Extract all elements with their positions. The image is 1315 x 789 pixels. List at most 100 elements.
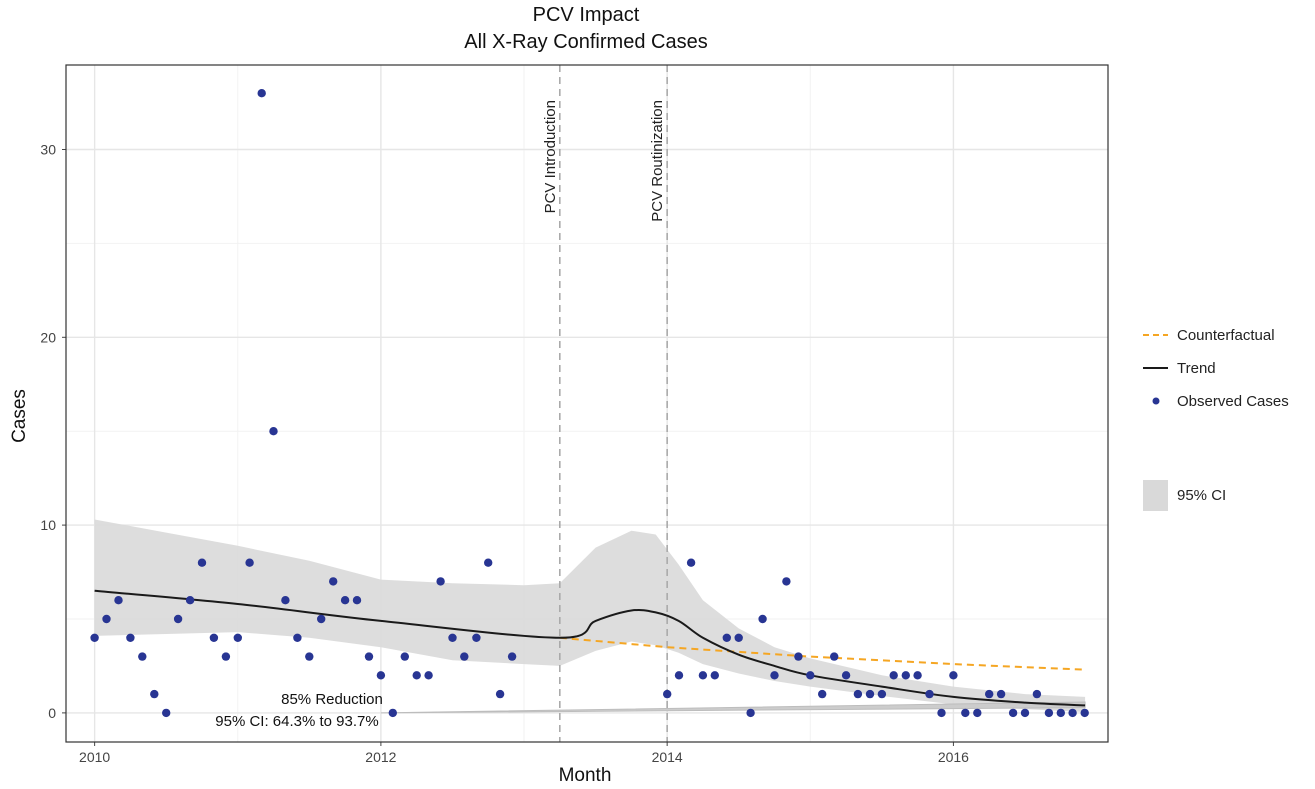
observed-case-point (806, 671, 815, 680)
panel-border (65, 64, 1109, 743)
observed-case-point (209, 633, 219, 642)
observed-case-point (352, 596, 362, 605)
observed-case-point (448, 633, 457, 642)
observed-case-point (329, 577, 338, 586)
observed-case-point (126, 633, 135, 642)
observed-case-point (770, 671, 779, 680)
observed-case-point (114, 596, 123, 605)
observed-case-point (937, 708, 946, 718)
y-axis-label: Cases (9, 389, 30, 443)
observed-case-point (138, 652, 147, 661)
observed-case-point (877, 689, 887, 699)
observed-case-point (90, 633, 99, 642)
y-tick-label: 30 (40, 142, 56, 158)
observed-case-point (794, 652, 803, 661)
observed-case-point (818, 689, 827, 699)
legend-trend-label: Trend (1177, 360, 1216, 377)
observed-case-point (758, 614, 767, 624)
observed-case-point (472, 633, 481, 642)
observed-case-point (865, 689, 875, 699)
observed-case-point (400, 652, 409, 661)
vline-label-0: PCV Introduction (542, 100, 559, 213)
observed-case-point (901, 671, 910, 680)
observed-case-point (961, 708, 970, 718)
observed-case-point (722, 633, 731, 642)
legend-counterfactual-label: Counterfactual (1177, 327, 1275, 344)
legend-observed-key (1152, 397, 1160, 405)
observed-case-point (1008, 708, 1018, 718)
observed-case-point (949, 671, 958, 680)
observed-case-point (424, 671, 433, 680)
observed-case-point (1044, 708, 1054, 718)
observed-case-point (913, 671, 922, 680)
observed-case-point (102, 614, 111, 624)
observed-case-point (233, 633, 242, 642)
observed-case-point (269, 427, 278, 436)
observed-case-point (185, 596, 195, 605)
y-tick-label: 10 (40, 517, 56, 533)
chart-title: PCV Impact (533, 4, 640, 26)
counterfactual-line (559, 636, 1086, 671)
observed-case-point (889, 671, 898, 680)
observed-case-point (221, 652, 231, 661)
observed-case-point (985, 689, 994, 699)
y-tick-label: 0 (48, 705, 56, 721)
legend-ci-label: 95% CI (1177, 487, 1226, 504)
reduction-annotation: 85% Reduction (281, 691, 383, 708)
observed-case-point (663, 689, 672, 699)
observed-case-point (841, 671, 851, 680)
legend-observed-label: Observed Cases (1177, 393, 1289, 410)
vline-label-1: PCV Routinization (649, 100, 666, 222)
observed-case-point (305, 652, 314, 661)
observed-case-point (1056, 708, 1066, 718)
ci-band (94, 519, 1086, 712)
legend: Counterfactual Trend Observed Cases 95% … (1143, 327, 1289, 511)
observed-case-point (162, 708, 171, 718)
trend-line (94, 589, 1086, 707)
plot-panel: 2010 2012 2014 2016 0 10 20 30 PCV Introduction P… (40, 64, 1109, 765)
observed-case-point (507, 652, 517, 661)
chart-subtitle: All X-Ray Confirmed Cases (464, 31, 707, 53)
observed-case-point (686, 558, 696, 567)
observed-case-point (376, 671, 386, 680)
observed-case-point (674, 671, 684, 680)
reduction-ci-annotation: 95% CI: 64.3% to 93.7% (215, 713, 378, 730)
observed-case-point (460, 652, 469, 661)
observed-case-point (1080, 708, 1089, 718)
observed-case-point (293, 633, 302, 642)
observed-case-point (281, 596, 290, 605)
observed-case-point (853, 689, 863, 699)
observed-case-point (412, 671, 421, 680)
observed-case-point (996, 689, 1006, 699)
observed-case-point (364, 652, 374, 661)
legend-ci-key (1143, 480, 1168, 511)
observed-case-point (782, 577, 791, 586)
observed-case-point (484, 558, 493, 567)
observed-case-point (925, 689, 934, 699)
x-tick-label: 2012 (365, 749, 396, 765)
observed-case-point (830, 652, 839, 661)
observed-case-point (1032, 689, 1042, 699)
observed-case-point (173, 614, 183, 624)
y-tick-label: 20 (40, 329, 56, 345)
observed-case-point (746, 708, 755, 718)
observed-case-point (150, 689, 159, 699)
observed-case-point (1068, 708, 1077, 718)
observed-case-point (197, 558, 207, 567)
observed-case-point (245, 558, 254, 567)
observed-case-point (734, 633, 743, 642)
x-tick-label: 2016 (938, 749, 969, 765)
observed-case-point (436, 577, 445, 586)
observed-case-point (388, 708, 397, 718)
observed-case-point (495, 689, 505, 699)
x-tick-label: 2014 (652, 749, 683, 765)
observed-case-point (317, 614, 326, 624)
x-axis-label: Month (559, 765, 612, 786)
observed-case-point (257, 89, 266, 98)
observed-case-point (698, 671, 708, 680)
observed-case-point (1020, 708, 1030, 718)
observed-case-point (340, 596, 350, 605)
observed-case-point (710, 671, 719, 680)
observed-case-point (973, 708, 982, 718)
